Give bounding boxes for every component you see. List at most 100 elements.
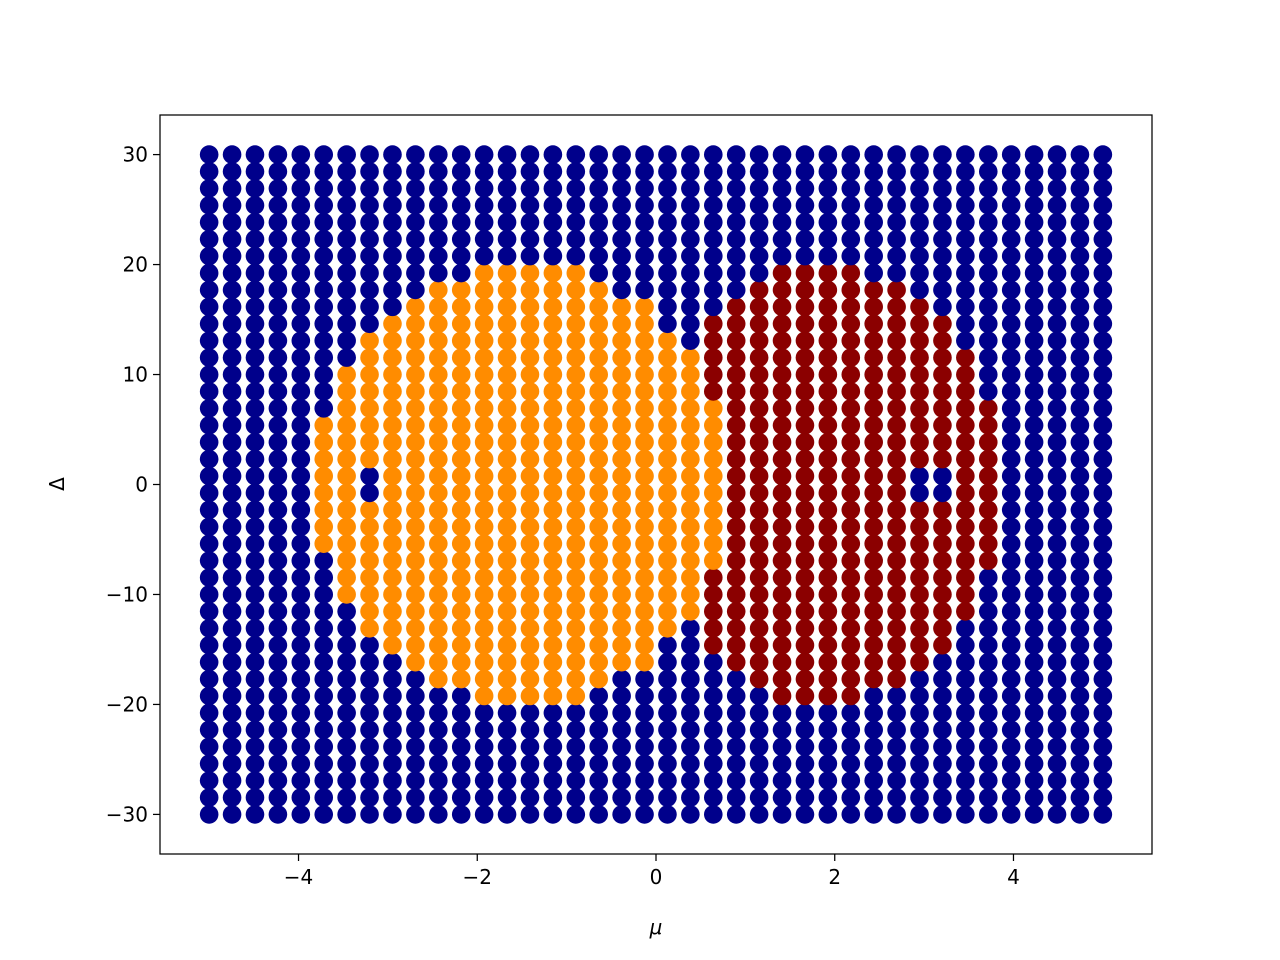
point-background bbox=[222, 568, 242, 587]
point-red bbox=[795, 432, 815, 452]
point-red bbox=[726, 635, 746, 655]
point-background bbox=[268, 212, 288, 232]
point-background bbox=[933, 466, 952, 486]
point-red bbox=[933, 314, 952, 334]
point-background bbox=[1024, 399, 1044, 418]
point-background bbox=[703, 246, 723, 266]
point-background bbox=[1024, 162, 1044, 181]
point-background bbox=[978, 754, 998, 773]
point-background bbox=[635, 246, 654, 266]
point-background bbox=[1070, 399, 1090, 418]
point-orange bbox=[658, 585, 677, 604]
point-orange bbox=[429, 568, 448, 587]
point-orange bbox=[543, 500, 563, 520]
point-orange bbox=[612, 619, 631, 638]
point-background bbox=[703, 805, 723, 824]
point-red bbox=[772, 669, 792, 689]
point-background bbox=[199, 585, 219, 604]
point-background bbox=[635, 229, 654, 249]
point-background bbox=[772, 788, 792, 807]
point-background bbox=[658, 280, 677, 300]
point-orange bbox=[589, 652, 609, 672]
point-orange bbox=[497, 602, 517, 621]
point-background bbox=[1024, 449, 1044, 469]
point-orange bbox=[703, 466, 723, 486]
point-background bbox=[497, 703, 517, 723]
point-background bbox=[1070, 788, 1090, 807]
point-background bbox=[245, 415, 265, 435]
point-background bbox=[543, 229, 563, 249]
point-orange bbox=[703, 517, 723, 537]
point-background bbox=[337, 145, 356, 164]
point-orange bbox=[406, 432, 425, 452]
point-orange bbox=[635, 297, 654, 317]
point-background bbox=[245, 246, 265, 266]
point-background bbox=[268, 568, 288, 587]
point-orange bbox=[589, 619, 609, 638]
point-orange bbox=[520, 669, 540, 689]
point-background bbox=[978, 602, 998, 621]
point-background bbox=[749, 771, 769, 790]
point-orange bbox=[451, 314, 471, 334]
point-background bbox=[314, 585, 334, 604]
point-background bbox=[429, 805, 448, 824]
point-background bbox=[726, 246, 746, 266]
point-background bbox=[1001, 771, 1021, 790]
point-background bbox=[1070, 754, 1090, 773]
point-orange bbox=[429, 365, 448, 384]
point-background bbox=[337, 635, 356, 655]
point-background bbox=[1070, 568, 1090, 587]
point-red bbox=[749, 635, 769, 655]
point-background bbox=[222, 432, 242, 452]
point-background bbox=[314, 720, 334, 740]
point-background bbox=[474, 145, 494, 164]
point-orange bbox=[406, 500, 425, 520]
point-background bbox=[978, 686, 998, 706]
point-background bbox=[222, 297, 242, 317]
point-background bbox=[291, 280, 311, 300]
point-background bbox=[1070, 280, 1090, 300]
point-background bbox=[314, 212, 334, 232]
point-orange bbox=[520, 263, 540, 283]
point-background bbox=[222, 703, 242, 723]
point-background bbox=[681, 686, 700, 706]
point-orange bbox=[520, 534, 540, 554]
point-background bbox=[887, 771, 906, 790]
point-background bbox=[291, 365, 311, 384]
point-background bbox=[887, 686, 906, 706]
point-background bbox=[772, 196, 792, 215]
point-red bbox=[956, 517, 975, 537]
point-orange bbox=[406, 619, 425, 638]
point-background bbox=[818, 162, 838, 181]
point-background bbox=[1001, 585, 1021, 604]
point-background bbox=[429, 212, 448, 232]
point-background bbox=[291, 314, 311, 334]
point-background bbox=[887, 212, 906, 232]
point-background bbox=[612, 246, 631, 266]
point-red bbox=[887, 517, 906, 537]
point-background bbox=[1047, 297, 1067, 317]
point-orange bbox=[589, 297, 609, 317]
point-red bbox=[795, 466, 815, 486]
point-orange bbox=[360, 382, 379, 401]
point-background bbox=[520, 229, 540, 249]
x-tick-label: −4 bbox=[284, 865, 313, 889]
point-background bbox=[451, 737, 471, 757]
point-orange bbox=[429, 348, 448, 367]
point-red bbox=[910, 551, 929, 570]
point-background bbox=[978, 348, 998, 367]
point-background bbox=[1070, 517, 1090, 537]
point-orange bbox=[406, 348, 425, 367]
point-orange bbox=[566, 635, 586, 655]
point-background bbox=[360, 737, 379, 757]
point-orange bbox=[658, 432, 677, 452]
point-background bbox=[978, 635, 998, 655]
point-background bbox=[222, 635, 242, 655]
point-background bbox=[291, 788, 311, 807]
point-orange bbox=[474, 602, 494, 621]
point-background bbox=[612, 771, 631, 790]
point-red bbox=[749, 432, 769, 452]
point-red bbox=[956, 500, 975, 520]
point-red bbox=[772, 314, 792, 334]
point-background bbox=[726, 788, 746, 807]
